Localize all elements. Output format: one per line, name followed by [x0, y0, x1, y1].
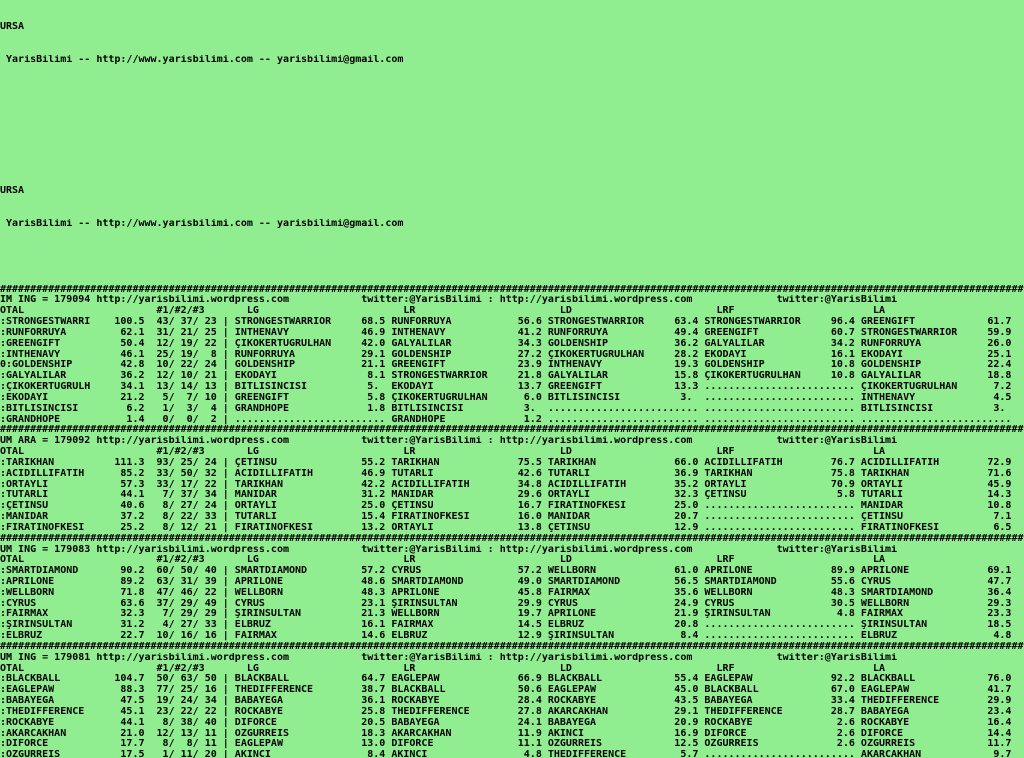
- section-separator: ########################################…: [0, 641, 1024, 652]
- table-row: :AKARCAKHAN 21.0 12/ 13/ 11 | ÖZGÜRREİS …: [0, 728, 1018, 739]
- table-row: :ÇIKOKERTUĞRULH 34.1 13/ 14/ 13 | BİTLİS…: [0, 382, 1018, 393]
- table-row: :BİTLİSİNCİSİ 6.2 1/ 3/ 4 | GRANDHOPE 1.…: [0, 403, 1018, 414]
- table-row: :BLACKBALL 104.7 50/ 63/ 50 | BLACKBALL …: [0, 674, 1018, 685]
- table-row: :ROCKABYE 44.1 8/ 38/ 40 | DIFORCE 20.5 …: [0, 717, 1018, 728]
- table-row: :ŞIRİNSULTAN 31.2 4/ 27/ 33 | ELBRUZ 16.…: [0, 620, 1018, 631]
- blank-line: [0, 252, 1024, 263]
- table-row: :DIFORCE 17.7 8/ 8/ 11 | EAGLEPAW 13.0 D…: [0, 739, 1018, 750]
- table-row: :TUTARLI 44.1 7/ 37/ 34 | MANİDAR 31.2 M…: [0, 490, 1018, 501]
- blank-line: [0, 120, 1024, 131]
- section-header: UM ING = 179081 http://yarisbilimi.wordp…: [0, 652, 898, 663]
- table-row: :EAGLEPAW 88.3 77/ 25/ 16 | THEDIFFERENC…: [0, 685, 1018, 696]
- table-row: :ACIDİLLİFATİH 85.2 33/ 50/ 32 | ACIDİLL…: [0, 468, 1018, 479]
- section-header: UM ARA = 179092 http://yarisbilimi.wordp…: [0, 436, 898, 447]
- section-separator: ########################################…: [0, 425, 1024, 436]
- table-row: :SMARTDIAMOND 90.2 60/ 50/ 40 | SMARTDIA…: [0, 566, 1018, 577]
- table-row: :MANİDAR 37.2 8/ 22/ 33 | TUTARLI 15.4 F…: [0, 512, 1018, 523]
- column-header-row: OTAL #1/#2/#3 LG LR LD LRF LA: [0, 306, 1018, 317]
- tagline: YarisBilimi -- http://www.yarisbilimi.co…: [0, 54, 404, 65]
- city-line: URSA: [0, 22, 25, 32]
- table-row: :ORTAYLI 57.3 33/ 17/ 22 | TARIKHAN 42.2…: [0, 479, 1018, 490]
- table-row: :EKODAYI 21.2 5/ 7/ 10 | GREENGIFT 5.8 Ç…: [0, 392, 1018, 403]
- column-header-row: OTAL #1/#2/#3 LG LR LD LRF LA: [0, 663, 1018, 674]
- table-row: :ELBRUZ 22.7 10/ 16/ 16 | FAIRMAX 14.6 E…: [0, 631, 1018, 642]
- table-row: :ÖZGÜRREİS 17.5 1/ 11/ 20 | AKINCI 8.4 A…: [0, 750, 1018, 758]
- city-line: URSA: [0, 186, 25, 197]
- column-header-row: OTAL #1/#2/#3 LG LR LD LRF LA: [0, 555, 1018, 566]
- table-row: :GALYALILAR 36.2 12/ 10/ 21 | EKODAYI 8.…: [0, 371, 1018, 382]
- section-separator: ########################################…: [0, 284, 1024, 295]
- table-row: :ÇETİNSU 40.6 8/ 27/ 24 | ORTAYLI 25.0 Ç…: [0, 501, 1018, 512]
- table-row: :TARIKHAN 111.3 93/ 25/ 24 | ÇETİNSU 55.…: [0, 457, 1018, 468]
- table-row: :RUNFORRUYA 62.1 31/ 21/ 25 | INTHENAVY …: [0, 327, 1018, 338]
- tagline: YarisBilimi -- http://www.yarisbilimi.co…: [0, 218, 404, 229]
- blank-line: [0, 153, 1024, 164]
- section-separator: ########################################…: [0, 533, 1024, 544]
- table-row: 0:GOLDENSHIP 42.8 10/ 22/ 24 | GOLDENSHI…: [0, 360, 1018, 371]
- table-row: :WELLBORN 71.8 47/ 46/ 22 | WELLBORN 48.…: [0, 587, 1018, 598]
- table-row: :GREENGIFT 50.4 12/ 19/ 22 | ÇIKOKERTUĞR…: [0, 338, 1018, 349]
- report-sections: ########################################…: [0, 285, 1024, 758]
- table-row: :GRANDHOPE 1.4 0/ 0/ 2 | ...............…: [0, 414, 1018, 425]
- table-row: :FIRATINÖFKESİ 25.2 8/ 12/ 21 | FIRATINÖ…: [0, 522, 1018, 533]
- section-header: UM ING = 179083 http://yarisbilimi.wordp…: [0, 544, 898, 555]
- blank-line: [0, 88, 1024, 99]
- section-header: İM ING = 179094 http://yarisbilimi.wordp…: [0, 295, 898, 306]
- column-header-row: OTAL #1/#2/#3 LG LR LD LRF LA: [0, 447, 1018, 458]
- table-row: :STRONGESTWARRI 100.5 43/ 37/ 23 | STRON…: [0, 317, 1018, 328]
- table-row: :THEDIFFERENCE 45.1 23/ 22/ 22 | ROCKABY…: [0, 706, 1018, 717]
- table-row: :APRILONE 89.2 63/ 31/ 39 | APRILONE 48.…: [0, 576, 1018, 587]
- table-row: :BABAYEGA 47.5 19/ 24/ 34 | BABAYEGA 36.…: [0, 696, 1018, 707]
- table-row: :FAIRMAX 32.3 7/ 29/ 29 | ŞIRİNSULTAN 21…: [0, 609, 1018, 620]
- table-row: :INTHENAVY 46.1 25/ 19/ 8 | RUNFORRUYA 2…: [0, 349, 1018, 360]
- table-row: :CYRUS 63.6 37/ 29/ 49 | CYRUS 23.1 ŞIRİ…: [0, 598, 1018, 609]
